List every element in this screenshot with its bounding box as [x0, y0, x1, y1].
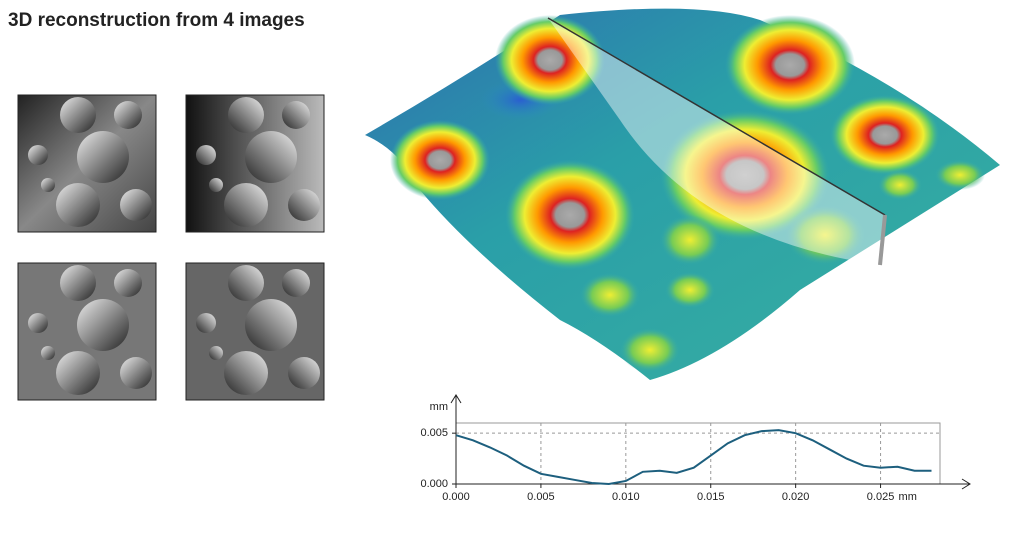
x-tick-label: 0.005: [527, 491, 555, 503]
image-2: [185, 94, 325, 233]
x-axis-label: mm: [899, 491, 917, 503]
image-3: [17, 262, 157, 401]
x-tick-label: 0.025: [867, 491, 895, 503]
x-axis: [456, 478, 971, 490]
input-images: [17, 94, 325, 401]
y-tick-label: 0.005: [420, 427, 448, 439]
y-tick-label: 0.000: [420, 478, 448, 490]
plot-frame: [455, 422, 941, 485]
y-axis: [450, 394, 462, 484]
x-tick-label: 0.020: [782, 491, 810, 503]
profile-line: [455, 429, 932, 486]
y-axis-label: mm: [430, 401, 448, 413]
x-tick-label: 0.000: [442, 491, 470, 503]
figure-title: 3D reconstruction from 4 images: [8, 10, 305, 31]
image-4: [185, 262, 325, 401]
image-1: [17, 94, 157, 233]
profile-chart: 0.000 0.005 0.010 0.015 0.020 0.025 0.000 0.005…: [420, 394, 971, 503]
x-tick-label: 0.010: [612, 491, 640, 503]
x-tick-label: 0.015: [697, 491, 725, 503]
surface-3d: [365, 8, 1000, 380]
